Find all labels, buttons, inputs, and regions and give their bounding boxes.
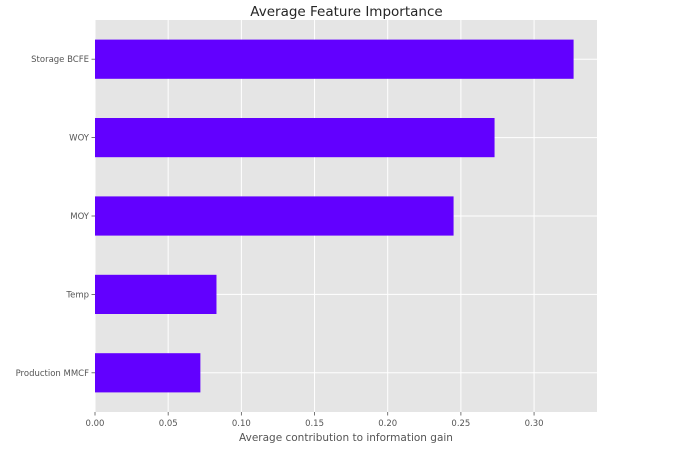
y-tick-label: MOY bbox=[70, 212, 90, 222]
y-tick-label: Temp bbox=[65, 290, 89, 300]
x-tick-label: 0.30 bbox=[525, 419, 544, 429]
x-axis-label: Average contribution to information gain bbox=[239, 432, 453, 444]
x-tick-label: 0.15 bbox=[305, 419, 324, 429]
x-axis-ticks: 0.00 0.05 0.10 0.15 0.20 0.25 0.30 bbox=[86, 412, 544, 429]
x-tick-label: 0.20 bbox=[378, 419, 397, 429]
y-axis-ticks: Storage BCFE WOY MOY Temp Production MMCF bbox=[16, 55, 95, 379]
y-tick-label: WOY bbox=[69, 134, 90, 144]
chart-title: Average Feature Importance bbox=[250, 4, 442, 20]
bars-group bbox=[95, 39, 574, 393]
x-tick-label: 0.10 bbox=[232, 419, 251, 429]
bar-storage-bcfe bbox=[95, 39, 574, 79]
bar-production-mmcf bbox=[95, 353, 201, 393]
bar-woy bbox=[95, 118, 495, 158]
bar-temp bbox=[95, 274, 217, 314]
bar-moy bbox=[95, 196, 454, 236]
y-tick-label: Production MMCF bbox=[16, 369, 90, 379]
x-tick-label: 0.00 bbox=[86, 419, 105, 429]
x-tick-label: 0.25 bbox=[451, 419, 470, 429]
x-tick-label: 0.05 bbox=[159, 419, 178, 429]
y-tick-label: Storage BCFE bbox=[31, 55, 89, 65]
